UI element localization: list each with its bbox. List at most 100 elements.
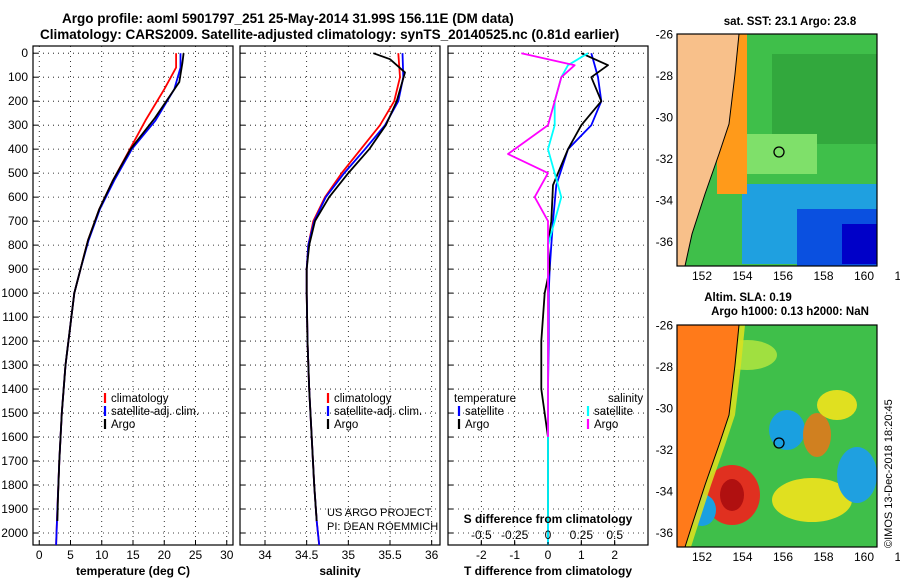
depth-tick-label: 900 [8, 262, 28, 276]
depth-tick-label: 1400 [1, 382, 28, 396]
lon-tick-label: 154 [732, 550, 752, 564]
depth-tick-label: 1200 [1, 334, 28, 348]
depth-tick-label: 1100 [2, 310, 28, 324]
legend-label: climatology [111, 393, 169, 405]
coastline-land [677, 34, 740, 266]
secondary-x-tick-label: 0 [545, 528, 552, 542]
lat-tick-label: -26 [656, 28, 674, 42]
x-tick-label: 15 [126, 548, 140, 562]
lon-tick-label: 162 [894, 269, 900, 283]
secondary-x-axis-label: S difference from climatology [464, 512, 633, 526]
series-line-salinity-argo [507, 52, 576, 437]
lon-tick-label: 162 [894, 550, 900, 564]
chart-title-line2: Climatology: CARS2009. Satellite-adjuste… [40, 27, 620, 42]
legend-label: satellite [594, 406, 633, 418]
depth-tick-label: 700 [8, 214, 28, 228]
secondary-x-tick-label: -0.25 [501, 528, 529, 542]
legend-label: climatology [334, 393, 392, 405]
lat-tick-label: -32 [656, 152, 674, 166]
map-1: -26 -28 -30 -32 -34 -36 152 154 156 158 160 162 [656, 28, 900, 284]
sla-eddy [769, 410, 805, 450]
imos-credit: ©IMOS 13-Dec-2018 18:20:45 [883, 399, 895, 548]
x-tick-label: -1 [509, 548, 520, 562]
x-axis-label: T difference from climatology [464, 564, 632, 578]
depth-tick-label: 2000 [1, 526, 28, 540]
lat-tick-label: -34 [656, 194, 674, 208]
coldest-water-patch [842, 224, 877, 264]
sla-eddy-core [720, 479, 744, 511]
x-axis-label: temperature (deg C) [76, 564, 190, 578]
lon-tick-label: 156 [773, 269, 793, 283]
lon-tick-label: 158 [813, 550, 833, 564]
lon-tick-label: 152 [692, 550, 712, 564]
lat-tick-label: -26 [656, 319, 674, 333]
x-tick-label: 25 [189, 548, 203, 562]
map-frame [676, 324, 878, 548]
lat-tick-label: -28 [656, 360, 674, 374]
x-tick-label: 10 [95, 548, 109, 562]
argo-float-marker [773, 437, 785, 449]
x-tick-label: 35 [342, 548, 356, 562]
lon-tick-label: 156 [773, 550, 793, 564]
legend-label: satellite [465, 406, 504, 418]
depth-tick-label: 1500 [1, 406, 28, 420]
depth-tick-label: 200 [8, 94, 28, 108]
ocean-patch [737, 134, 817, 174]
lat-tick-label: -30 [656, 111, 674, 125]
legend-label: satellite-adj. clim. [111, 406, 199, 418]
x-tick-label: 5 [67, 548, 74, 562]
depth-tick-label: 800 [8, 238, 28, 252]
x-tick-label: 2 [611, 548, 618, 562]
depth-tick-label: 1800 [1, 478, 28, 492]
x-tick-label: 1 [578, 548, 585, 562]
x-tick-label: 20 [158, 548, 172, 562]
x-tick-label: 35.5 [378, 548, 402, 562]
depth-tick-label: 300 [8, 118, 28, 132]
legend-label: Argo [465, 419, 489, 431]
x-tick-label: 36 [425, 548, 439, 562]
lat-tick-label: -36 [656, 235, 674, 249]
x-tick-label: 34 [258, 548, 272, 562]
x-tick-label: 0 [545, 548, 552, 562]
depth-tick-label: 500 [8, 166, 28, 180]
sla-eddy [772, 478, 852, 522]
series-line-satellite-adj-clim- [305, 53, 405, 546]
chart-panel-1: 0 5 10 15 20 25 30 temperature (deg C) [32, 45, 234, 578]
secondary-x-tick-label: 0.5 [606, 528, 623, 542]
depth-tick-label: 0 [21, 46, 28, 60]
map-sla-title-line2: Argo h1000: 0.13 h2000: NaN [711, 306, 869, 318]
secondary-x-tick-label: -0.5 [471, 528, 492, 542]
legend-diff-temp-title: temperature [454, 393, 516, 405]
series-line-argo [305, 52, 406, 522]
lon-tick-label: 160 [854, 550, 874, 564]
map-frame [676, 33, 878, 267]
depth-tick-label: 1000 [1, 286, 28, 300]
coastline-land-top [677, 325, 740, 547]
x-tick-label: -2 [476, 548, 487, 562]
lon-tick-label: 152 [692, 269, 712, 283]
x-axis-label: salinity [319, 564, 361, 578]
x-tick-label: 0 [36, 548, 43, 562]
credit-line-1: US ARGO PROJECT [327, 507, 432, 519]
map-field [677, 325, 877, 547]
legend-label: Argo [111, 419, 135, 431]
depth-tick-label: 1300 [1, 358, 28, 372]
lat-tick-label: -30 [656, 402, 674, 416]
legend-label: satellite-adj. clim. [334, 406, 422, 418]
panel-frame [239, 45, 441, 546]
sla-eddy [817, 390, 857, 420]
depth-tick-label: 1900 [1, 502, 28, 516]
lon-tick-label: 160 [854, 269, 874, 283]
series-line-argo [56, 53, 185, 522]
series-line-climatology [305, 53, 401, 546]
ocean-patch [772, 54, 877, 144]
map-sla-title-line1: Altim. SLA: 0.19 [704, 292, 792, 304]
legend-label: Argo [594, 419, 618, 431]
sla-eddy [803, 413, 831, 457]
x-tick-label: 30 [220, 548, 234, 562]
